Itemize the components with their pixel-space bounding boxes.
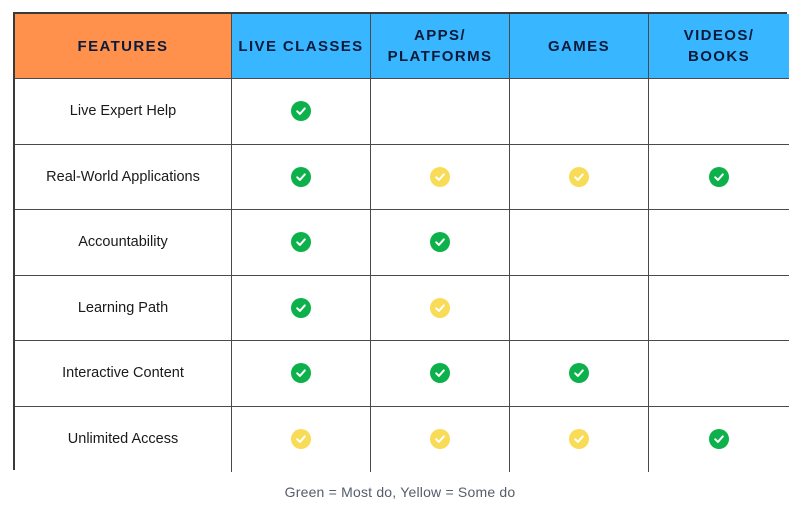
check-circle-icon (291, 166, 311, 187)
mark-cell (649, 210, 789, 276)
check-circle-icon (291, 101, 311, 122)
legend-caption: Green = Most do, Yellow = Some do (284, 484, 516, 500)
mark-cell (510, 210, 649, 276)
check-circle-icon (709, 166, 729, 187)
mark-cell (232, 144, 371, 210)
check-circle-icon (291, 363, 311, 384)
check-circle-icon (430, 429, 450, 450)
mark-cell (649, 406, 789, 472)
feature-cell: Live Expert Help (15, 79, 232, 145)
feature-cell: Unlimited Access (15, 406, 232, 472)
check-circle-icon (430, 363, 450, 384)
mark-cell (232, 341, 371, 407)
mark-cell (371, 275, 510, 341)
mark-cell (371, 341, 510, 407)
mark-cell (649, 275, 789, 341)
mark-cell (649, 341, 789, 407)
mark-cell (510, 144, 649, 210)
mark-cell (510, 341, 649, 407)
mark-cell (649, 79, 789, 145)
check-circle-icon (569, 363, 589, 384)
mark-cell (371, 79, 510, 145)
feature-label-unlimited-access: Unlimited Access (67, 431, 179, 448)
feature-label-real-world-applications: Real-World Applications (46, 168, 200, 185)
feature-label-accountability: Accountability (78, 234, 168, 251)
check-circle-icon (430, 232, 450, 253)
check-circle-icon (291, 297, 311, 318)
mark-cell (371, 144, 510, 210)
feature-cell: Learning Path (15, 275, 232, 341)
mark-cell (232, 275, 371, 341)
mark-cell (232, 406, 371, 472)
mark-cell (232, 210, 371, 276)
feature-cell: Real-World Applications (15, 144, 232, 210)
feature-cell: Accountability (15, 210, 232, 276)
header-features: FEATURES (15, 14, 232, 79)
mark-cell (371, 406, 510, 472)
feature-label-interactive-content: Interactive Content (62, 365, 184, 382)
feature-cell: Interactive Content (15, 341, 232, 407)
mark-cell (510, 275, 649, 341)
check-circle-icon (709, 429, 729, 450)
mark-cell (371, 210, 510, 276)
feature-label-live-expert-help: Live Expert Help (69, 103, 177, 120)
mark-cell (232, 79, 371, 145)
feature-label-learning-path: Learning Path (77, 299, 169, 316)
check-circle-icon (291, 429, 311, 450)
header-apps-platforms: APPS/ PLATFORMS (371, 14, 510, 79)
check-circle-icon (291, 232, 311, 253)
comparison-table: FEATURES LIVE CLASSES APPS/ PLATFORMS GA… (13, 12, 789, 472)
mark-cell (510, 79, 649, 145)
check-circle-icon (569, 166, 589, 187)
header-videos-books: VIDEOS/ BOOKS (649, 14, 789, 79)
header-games: GAMES (510, 14, 649, 79)
check-circle-icon (430, 297, 450, 318)
mark-cell (649, 144, 789, 210)
mark-cell (510, 406, 649, 472)
header-live-classes: LIVE CLASSES (232, 14, 371, 79)
check-circle-icon (430, 166, 450, 187)
check-circle-icon (569, 429, 589, 450)
